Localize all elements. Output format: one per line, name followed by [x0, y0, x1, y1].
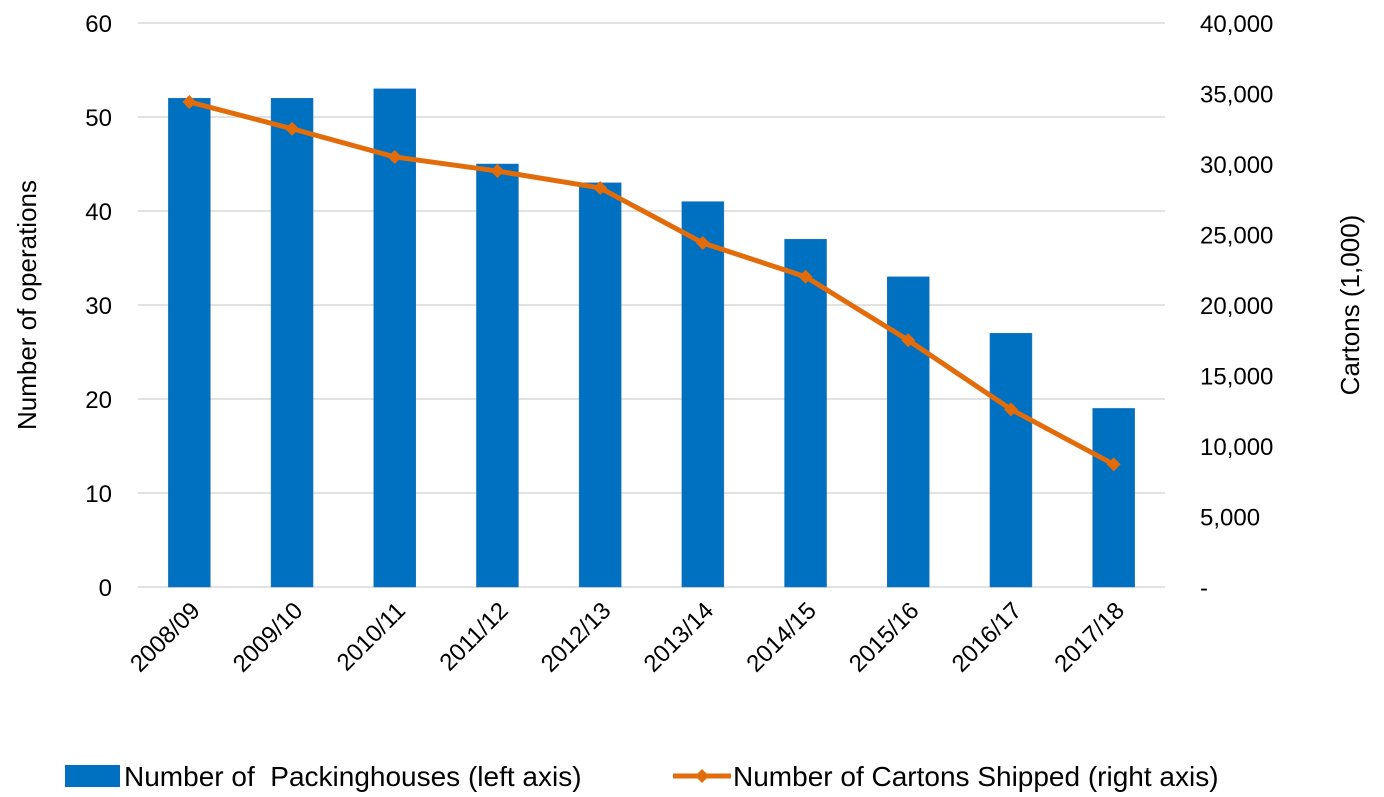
- x-tick-label: 2017/18: [1049, 597, 1129, 677]
- line-series: [182, 94, 1121, 472]
- legend-swatch-marker: [695, 769, 709, 783]
- left-tick-label: 30: [85, 293, 112, 320]
- x-tick-label: 2008/09: [125, 597, 205, 677]
- cartons-line: [188, 99, 1115, 467]
- right-tick-label: 35,000: [1200, 82, 1273, 109]
- x-tick-label: 2014/15: [741, 597, 821, 677]
- line-point: [1003, 402, 1018, 417]
- line-point: [695, 235, 710, 250]
- right-tick-label: 30,000: [1200, 152, 1273, 179]
- legend-swatch-bar: [65, 765, 120, 787]
- legend-label-packinghouses: Number of Packinghouses (left axis): [124, 761, 582, 792]
- right-tick-label: -: [1200, 575, 1208, 602]
- x-tick-label: 2009/10: [228, 597, 308, 677]
- x-axis-ticks: 2008/09 2009/10 2010/11 2011/12 2012/13 2013/…: [125, 597, 1130, 677]
- x-tick-label: 2010/11: [332, 597, 411, 676]
- x-tick-label: 2013/14: [639, 597, 719, 677]
- x-tick-label: 2016/17: [947, 597, 1027, 677]
- legend-item-cartons: Number of Cartons Shipped (right axis): [673, 761, 1219, 792]
- line-point: [593, 180, 608, 195]
- line-point: [798, 269, 813, 284]
- legend-label-cartons: Number of Cartons Shipped (right axis): [733, 761, 1219, 792]
- left-axis-title: Number of operations: [12, 180, 42, 430]
- bar: [784, 238, 827, 588]
- bar: [989, 332, 1033, 588]
- right-tick-label: 20,000: [1200, 293, 1273, 320]
- bar: [1092, 408, 1135, 588]
- bar: [578, 182, 622, 588]
- bar: [168, 97, 211, 588]
- right-axis-ticks: - 5,000 10,000 15,000 20,000 25,000 30,000 35,0…: [1200, 11, 1273, 602]
- bar: [373, 88, 416, 588]
- bar: [476, 163, 519, 588]
- bar-series: [168, 88, 1135, 588]
- line-point: [285, 121, 300, 136]
- line-point: [387, 149, 402, 164]
- line-point: [490, 164, 505, 179]
- right-tick-label: 5,000: [1200, 505, 1260, 532]
- legend: Number of Packinghouses (left axis) Numb…: [65, 761, 1219, 792]
- bar: [270, 97, 314, 588]
- right-axis-title: Cartons (1,000): [1335, 215, 1365, 396]
- right-tick-label: 15,000: [1200, 364, 1273, 391]
- x-tick-label: 2015/16: [844, 597, 924, 677]
- line-point: [182, 94, 197, 109]
- left-tick-label: 40: [85, 199, 112, 226]
- left-tick-label: 20: [85, 387, 112, 414]
- left-tick-label: 60: [85, 11, 112, 38]
- line-point: [1106, 457, 1121, 472]
- right-tick-label: 40,000: [1200, 11, 1273, 38]
- left-tick-label: 10: [85, 481, 112, 508]
- x-tick-label: 2012/13: [536, 597, 616, 677]
- left-axis-ticks: 0 10 20 30 40 50 60: [85, 11, 112, 602]
- right-tick-label: 10,000: [1200, 434, 1273, 461]
- left-tick-label: 50: [85, 105, 112, 132]
- line-point: [901, 333, 916, 348]
- x-tick-label: 2011/12: [435, 597, 514, 676]
- right-tick-label: 25,000: [1200, 223, 1273, 250]
- bar: [681, 201, 725, 588]
- legend-item-packinghouses: Number of Packinghouses (left axis): [65, 761, 582, 792]
- bar: [887, 276, 930, 588]
- left-tick-label: 0: [99, 575, 112, 602]
